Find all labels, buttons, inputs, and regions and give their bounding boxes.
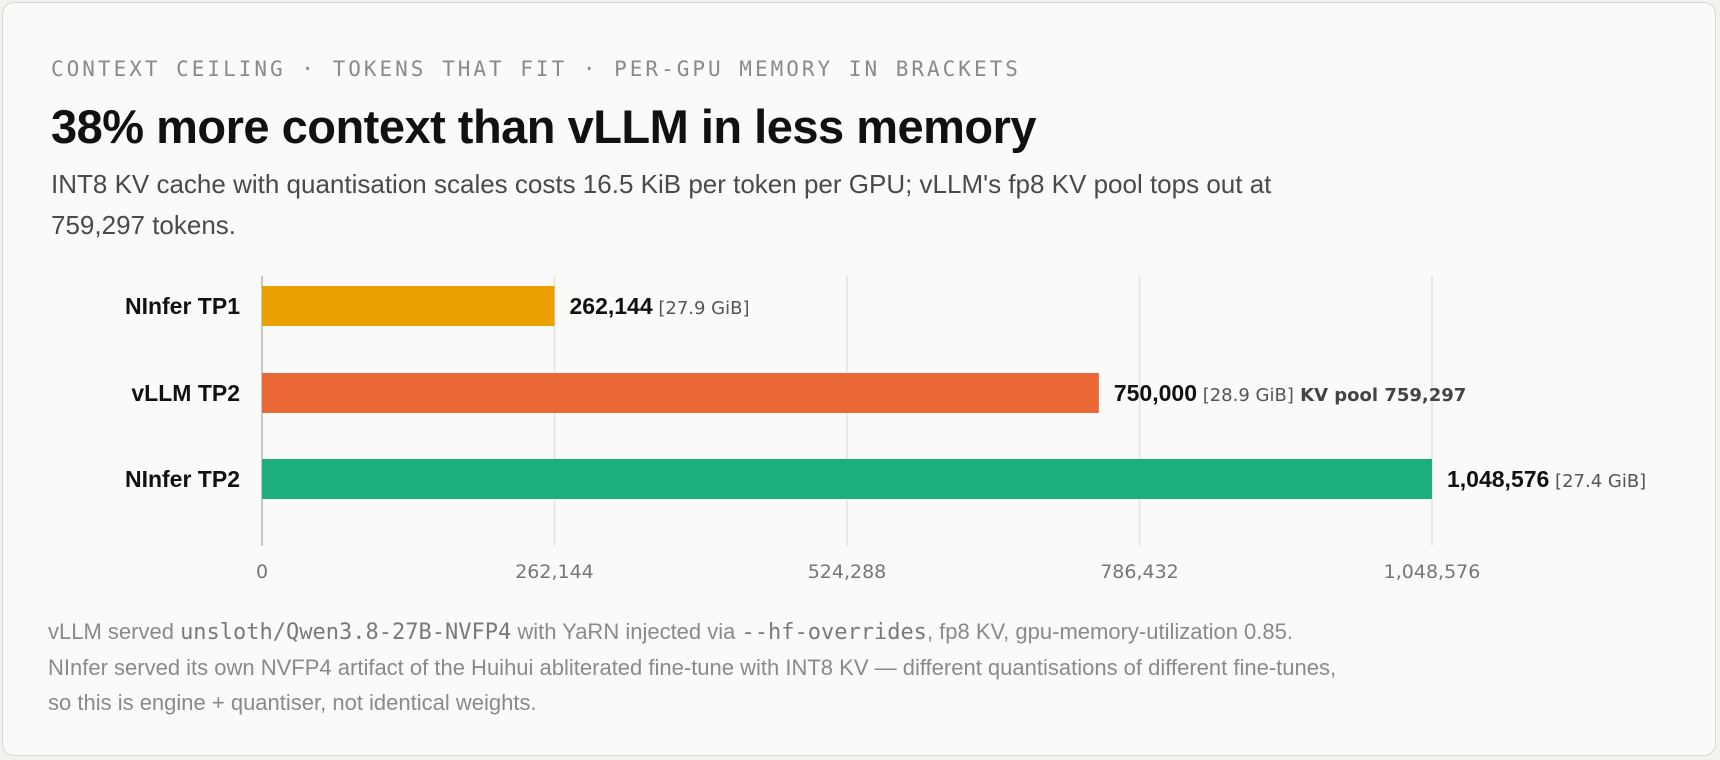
bar	[262, 286, 555, 326]
value-label: 1,048,576 [27.4 GiB]	[1447, 466, 1646, 492]
value-number: 750,000	[1114, 380, 1197, 406]
kv-pool-label: KV pool 759,297	[1294, 385, 1466, 406]
value-label: 262,144 [27.9 GiB]	[570, 293, 750, 319]
category-label: NInfer TP1	[125, 293, 240, 319]
bar	[262, 373, 1099, 413]
memory-label: [27.4 GiB]	[1549, 471, 1646, 492]
x-tick-label: 1,048,576	[1384, 561, 1481, 583]
category-label: NInfer TP2	[125, 466, 240, 492]
value-number: 262,144	[570, 293, 653, 319]
footnote-text-2: with YaRN injected via	[511, 619, 742, 644]
value-label: 750,000 [28.9 GiB] KV pool 759,297	[1114, 380, 1466, 406]
x-tick-label: 262,144	[515, 561, 594, 583]
footnote-text-1: vLLM served	[48, 619, 181, 644]
category-label: vLLM TP2	[131, 380, 240, 406]
chart-title: 38% more context than vLLM in less memor…	[51, 100, 1037, 153]
memory-label: [27.9 GiB]	[653, 298, 750, 319]
footnote-text-3: , fp8 KV, gpu-memory-utilization 0.85. N…	[48, 619, 1337, 715]
chart-subtitle: INT8 KV cache with quantisation scales c…	[51, 169, 1272, 240]
memory-label: [28.9 GiB]	[1197, 385, 1294, 406]
bar	[262, 459, 1432, 499]
x-tick-label: 524,288	[808, 561, 887, 583]
x-tick-label: 0	[256, 561, 268, 583]
chart-footnote: vLLM served unsloth/Qwen3.8-27B-NVFP4 wi…	[48, 614, 1348, 720]
footnote-code-model: unsloth/Qwen3.8-27B-NVFP4	[180, 620, 512, 645]
value-number: 1,048,576	[1447, 466, 1549, 492]
x-tick-label: 786,432	[1100, 561, 1179, 583]
footnote-code-flag: --hf-overrides	[741, 620, 927, 645]
chart-eyebrow: CONTEXT CEILING · TOKENS THAT FIT · PER-…	[51, 57, 1021, 81]
